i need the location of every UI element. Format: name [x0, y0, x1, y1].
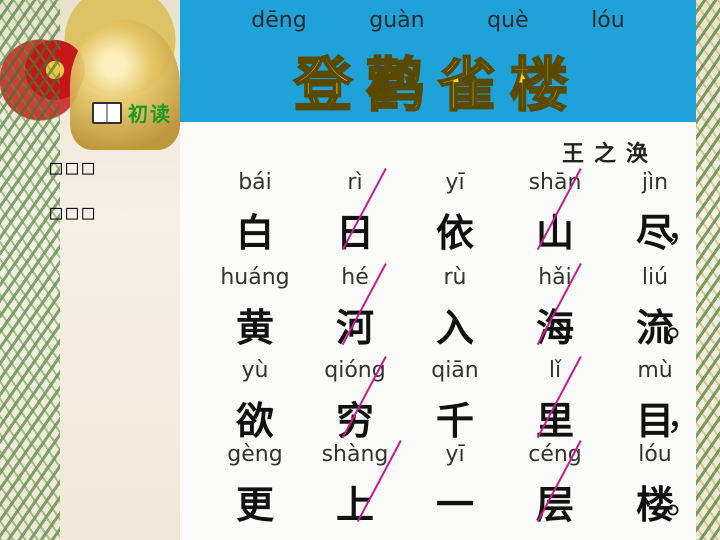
line-punctuation: ， [666, 397, 703, 438]
book-icon [92, 101, 122, 124]
syllable-hanzi: 黄 [235, 305, 274, 350]
syllable-hanzi: 海 [535, 305, 574, 350]
poem-syllable: yī 依 [410, 170, 500, 257]
poem-syllable: huáng 黄 [210, 265, 300, 352]
title-pinyin-row: dēng guàn què lóu [180, 8, 696, 33]
syllable-pinyin: shàng [321, 442, 389, 467]
poem-syllable: qiān 千 [410, 358, 500, 445]
syllable-pinyin: liú [641, 265, 669, 290]
syllable-pinyin: yī [445, 170, 465, 195]
syllable-hanzi: 流 [635, 305, 674, 350]
poem-syllable: jìn 尽 [610, 170, 700, 257]
syllable-hanzi: 目 [635, 398, 674, 443]
poem-syllable: hé 河 [310, 265, 400, 352]
syllable-hanzi: 河 [335, 305, 374, 350]
title-pinyin-2: guàn [369, 8, 425, 33]
syllable-pinyin: rù [443, 265, 467, 290]
poem-panel: dēng guàn què lóu 登鹳雀楼 王之涣 bái 白 rì 日 yī 依 shā… [180, 0, 702, 540]
syllable-pinyin: jìn [641, 170, 669, 195]
poem-syllable: yù 欲 [210, 358, 300, 445]
syllable-hanzi: 里 [535, 398, 574, 443]
syllable-hanzi: 一 [435, 482, 474, 527]
syllable-hanzi: 山 [535, 210, 574, 255]
syllable-hanzi: 依 [435, 210, 474, 255]
poem-syllable: shàng 上 [310, 442, 400, 529]
syllable-pinyin: qiān [431, 358, 479, 383]
syllable-hanzi: 日 [335, 210, 374, 255]
placeholder-text-2: □□□ [50, 200, 99, 224]
syllable-hanzi: 上 [335, 482, 374, 527]
syllable-hanzi: 欲 [235, 398, 274, 443]
line-punctuation: 。 [666, 304, 703, 345]
line-punctuation: ， [666, 209, 703, 250]
syllable-hanzi: 入 [435, 305, 474, 350]
poem-syllable: rù 入 [410, 265, 500, 352]
syllable-pinyin: céng [528, 442, 582, 467]
poem-syllable: rì 日 [310, 170, 400, 257]
syllable-hanzi: 白 [235, 210, 274, 255]
title-pinyin-1: dēng [251, 8, 307, 33]
syllable-pinyin: yī [445, 442, 465, 467]
poem-syllable: yī 一 [410, 442, 500, 529]
pine-garland-left [0, 0, 60, 540]
pine-garland-right [692, 0, 720, 540]
syllable-pinyin: lǐ [548, 358, 562, 383]
syllable-pinyin: huáng [220, 265, 290, 290]
poem-title: 登鹳雀楼 [293, 50, 582, 120]
syllable-pinyin: hé [341, 265, 369, 290]
poem-syllable: lóu 楼 [610, 442, 700, 529]
syllable-pinyin: hǎi [538, 265, 572, 290]
syllable-hanzi: 尽 [635, 210, 674, 255]
bell-decoration [70, 20, 180, 150]
poem-syllable: gèng 更 [210, 442, 300, 529]
syllable-pinyin: yù [241, 358, 269, 383]
poem-author: 王之涣 [561, 142, 658, 167]
placeholder-text-1: □□□ [50, 155, 99, 179]
syllable-pinyin: lóu [638, 442, 672, 467]
poem-line: gèng 更 shàng 上 yī 一 céng 层 lóu 楼。 [200, 440, 702, 537]
syllable-hanzi: 层 [535, 482, 574, 527]
syllable-hanzi: 更 [235, 482, 274, 527]
poem-syllable: bái 白 [210, 170, 300, 257]
syllable-pinyin: mù [637, 358, 673, 383]
syllable-hanzi: 穷 [335, 398, 374, 443]
poem-line: bái 白 rì 日 yī 依 shān 山 jìn 尽， [200, 168, 702, 265]
title-banner: dēng guàn què lóu 登鹳雀楼 [180, 0, 696, 122]
syllable-pinyin: shān [528, 170, 582, 195]
poem-line: huáng 黄 hé 河 rù 入 hǎi 海 liú 流。 [200, 263, 702, 360]
syllable-pinyin: gèng [227, 442, 283, 467]
title-pinyin-4: lóu [591, 8, 625, 33]
poem-syllable: qióng 穷 [310, 358, 400, 445]
title-pinyin-3: què [487, 8, 529, 33]
intro-section-header: 初读 [92, 98, 172, 127]
poem-line: yù 欲 qióng 穷 qiān 千 lǐ 里 mù 目， [200, 356, 702, 453]
syllable-pinyin: qióng [324, 358, 386, 383]
syllable-pinyin: bái [238, 170, 272, 195]
syllable-hanzi: 楼 [635, 482, 674, 527]
syllable-hanzi: 千 [435, 398, 474, 443]
poem-syllable: mù 目 [610, 358, 700, 445]
intro-label: 初读 [128, 102, 172, 126]
poem-syllable: liú 流 [610, 265, 700, 352]
syllable-pinyin: rì [347, 170, 363, 195]
line-punctuation: 。 [666, 481, 703, 522]
